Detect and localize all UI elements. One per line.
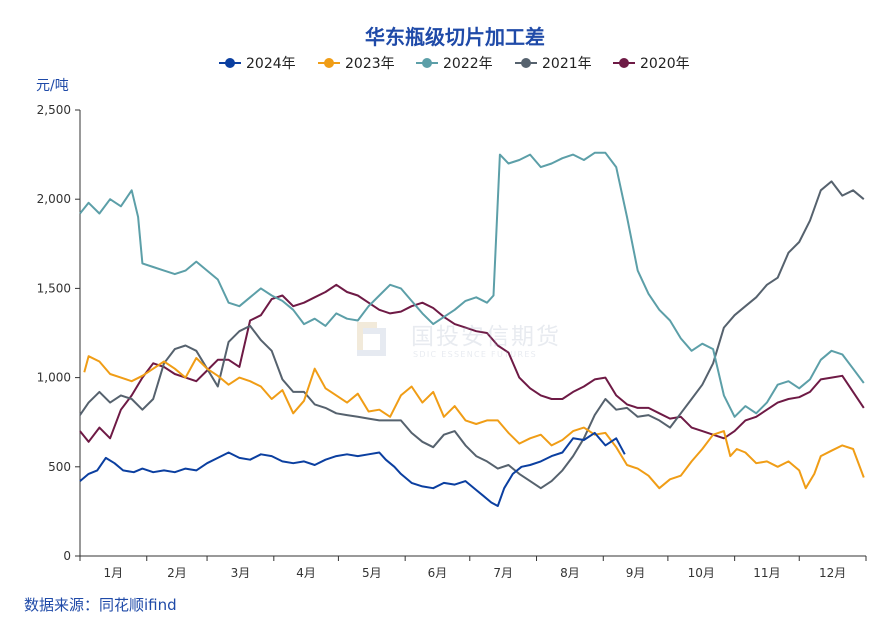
axes: 0 500 1,000 1,500 2,000 2,500 1月 2月 3月 4月 5月 6月 7月 8月…: [37, 103, 867, 580]
legend: 2024年 2023年 2022年 2021年 2020年: [219, 56, 690, 72]
chart-title: 华东瓶级切片加工差: [365, 25, 545, 49]
series-line-2022: [79, 151, 865, 418]
legend-item-2021[interactable]: 2021年: [515, 56, 592, 72]
series-line-2024: [79, 431, 626, 507]
x-tick-label: 10月: [688, 566, 715, 580]
series-line-2021: [79, 180, 865, 490]
legend-label: 2023年: [345, 56, 395, 72]
y-axis-unit: 元/吨: [36, 78, 69, 94]
y-tick-label: 0: [63, 549, 71, 563]
watermark-subtext: SDIC ESSENCE FUTURES: [413, 350, 538, 359]
legend-marker-icon: [324, 58, 334, 68]
x-tick-label: 3月: [231, 566, 251, 580]
legend-label: 2020年: [640, 56, 690, 72]
y-tick-label: 2,500: [37, 103, 71, 117]
legend-item-2020[interactable]: 2020年: [613, 56, 690, 72]
watermark-text: 国投安信期货: [411, 324, 561, 350]
legend-label: 2021年: [542, 56, 592, 72]
legend-item-2023[interactable]: 2023年: [318, 56, 395, 72]
legend-marker-icon: [619, 58, 629, 68]
legend-marker-icon: [225, 58, 235, 68]
watermark-logo-icon: [357, 322, 386, 356]
x-tick-label: 7月: [493, 566, 513, 580]
legend-marker-icon: [422, 58, 432, 68]
x-tick-label: 5月: [362, 566, 382, 580]
y-tick-label: 2,000: [37, 192, 71, 206]
series-layer: [79, 151, 865, 507]
x-tick-label: 4月: [296, 566, 316, 580]
legend-label: 2024年: [246, 56, 296, 72]
legend-label: 2022年: [443, 56, 493, 72]
x-tick-label: 9月: [626, 566, 646, 580]
legend-marker-icon: [521, 58, 531, 68]
y-tick-label: 1,000: [37, 371, 71, 385]
data-source: 数据来源：同花顺ifind: [24, 596, 177, 614]
x-tick-label: 6月: [428, 566, 448, 580]
legend-item-2022[interactable]: 2022年: [416, 56, 493, 72]
x-tick-label: 12月: [819, 566, 846, 580]
x-tick-label: 11月: [753, 566, 780, 580]
x-tick-label: 2月: [167, 566, 187, 580]
x-tick-label: 1月: [104, 566, 124, 580]
series-line-2023: [83, 355, 865, 490]
y-tick-label: 1,500: [37, 281, 71, 295]
x-tick-label: 8月: [560, 566, 580, 580]
y-tick-label: 500: [48, 460, 71, 474]
watermark: 国投安信期货 SDIC ESSENCE FUTURES: [355, 318, 565, 366]
legend-item-2024[interactable]: 2024年: [219, 56, 296, 72]
